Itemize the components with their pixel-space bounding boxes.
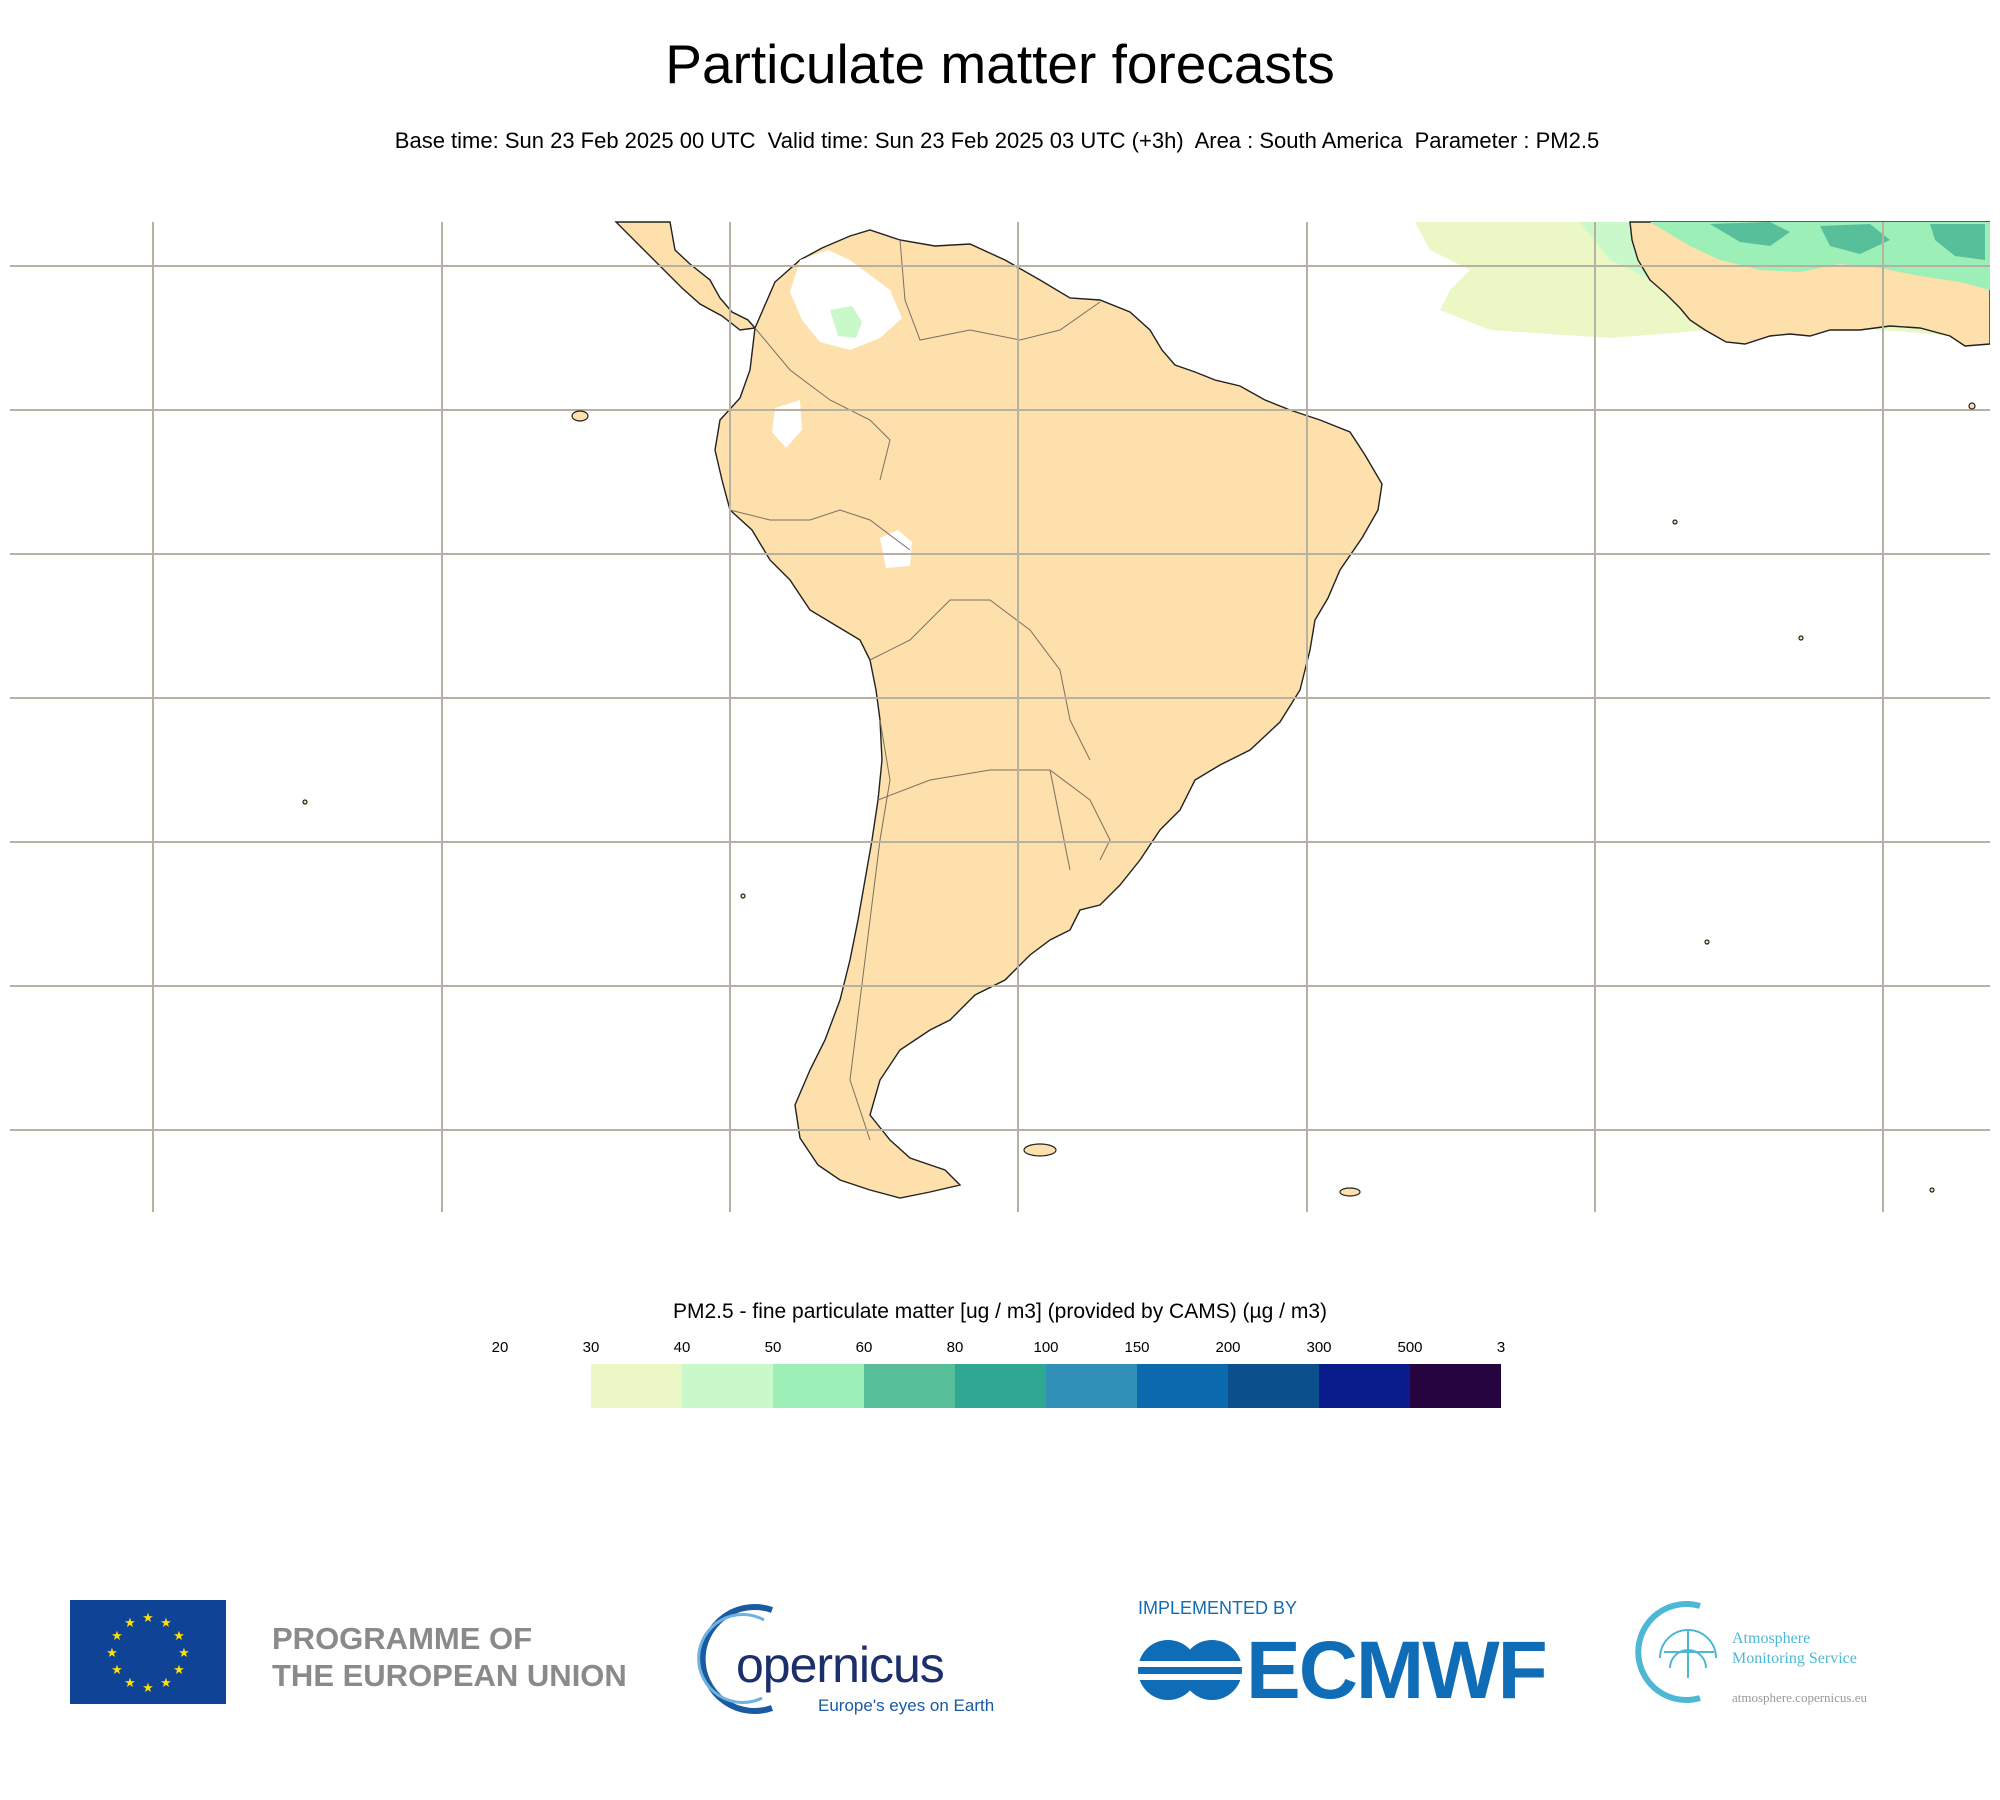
- legend-tick-label: 500: [1397, 1339, 1422, 1356]
- copernicus-swirl-icon: [697, 1604, 773, 1714]
- legend-title: PM2.5 - fine particulate matter [ug / m3…: [673, 1300, 1327, 1323]
- copernicus-tagline: Europe's eyes on Earth: [818, 1696, 995, 1715]
- legend-color-swatch: [773, 1364, 864, 1408]
- andes-colombia-green: [830, 306, 862, 338]
- svg-text:★: ★: [173, 1663, 185, 1678]
- svg-text:★: ★: [160, 1616, 172, 1631]
- legend-color-swatch: [955, 1364, 1046, 1408]
- eu-line-2: THE EUROPEAN UNION: [272, 1658, 627, 1693]
- legend-color-swatch: [864, 1364, 955, 1408]
- eu-stars-icon: ★ ★★ ★★★ ★★★ ★★★: [106, 1611, 190, 1696]
- legend-tick-label: 30: [583, 1339, 600, 1356]
- ams-logo: Atmosphere Monitoring Service atmosphere…: [1630, 1598, 1930, 1718]
- svg-text:★: ★: [142, 1681, 154, 1696]
- andes-colombia-clean: [790, 250, 902, 350]
- svg-text:★: ★: [106, 1646, 118, 1661]
- area-label: Area : South America: [1194, 128, 1403, 153]
- legend-color-swatch: [682, 1364, 773, 1408]
- ecmwf-symbol-icon: [1138, 1640, 1242, 1700]
- copernicus-logo: opernicus Europe's eyes on Earth: [692, 1598, 1012, 1718]
- legend-tick-label: 100: [1033, 1339, 1058, 1356]
- ams-globe-icon: [1635, 1601, 1717, 1703]
- page-title: Particulate matter forecasts: [665, 33, 1335, 95]
- legend-color-swatch: [591, 1364, 682, 1408]
- legend-tick-label: 60: [856, 1339, 873, 1356]
- color-legend: 20 30 40 50 60 80 100 150 200 300 500 3: [492, 1339, 1505, 1408]
- africa-plume-teal: [1710, 222, 1985, 260]
- svg-text:★: ★: [124, 1616, 136, 1631]
- svg-text:★: ★: [111, 1629, 123, 1644]
- legend-tick-label: 50: [765, 1339, 782, 1356]
- svg-text:★: ★: [173, 1629, 185, 1644]
- svg-text:★: ★: [160, 1676, 172, 1691]
- legend-tick-label: 3: [1497, 1339, 1505, 1356]
- islands: [302, 402, 1976, 1197]
- legend-tick-label: 150: [1124, 1339, 1149, 1356]
- central-america: [614, 221, 757, 331]
- copernicus-wordmark: opernicus: [736, 1637, 945, 1693]
- forecast-info: Base time: Sun 23 Feb 2025 00 UTC Valid …: [0, 128, 2000, 154]
- legend-color-swatch: [1410, 1364, 1501, 1408]
- ams-url: atmosphere.copernicus.eu: [1732, 1690, 1868, 1705]
- graticule: [10, 222, 1990, 1212]
- ecmwf-logo: ECMWF: [1138, 1625, 1558, 1716]
- svg-text:★: ★: [124, 1676, 136, 1691]
- svg-text:★: ★: [178, 1646, 190, 1661]
- forecast-map: [10, 221, 1990, 1212]
- valid-time: Valid time: Sun 23 Feb 2025 03 UTC (+3h): [767, 128, 1184, 153]
- amazon-clean: [880, 530, 912, 568]
- svg-text:★: ★: [111, 1663, 123, 1678]
- legend-color-swatch: [1137, 1364, 1228, 1408]
- eu-flag-logo: ★ ★ ★ ★ ★ ★ ★ ★ ★ ★ ★ ★: [70, 1600, 226, 1704]
- ecuador-clean: [772, 400, 802, 448]
- legend-color-swatch: [1228, 1364, 1319, 1408]
- legend-color-swatch: [1319, 1364, 1410, 1408]
- base-time: Base time: Sun 23 Feb 2025 00 UTC: [394, 128, 756, 153]
- legend-tick-label: 200: [1215, 1339, 1240, 1356]
- legend-tick-label: 40: [674, 1339, 691, 1356]
- ams-title-line-2: Monitoring Service: [1732, 1650, 1857, 1667]
- legend-tick-label: 20: [492, 1339, 509, 1356]
- legend-tick-label: 80: [947, 1339, 964, 1356]
- ecmwf-wordmark: ECMWF: [1246, 1625, 1548, 1716]
- eu-programme-text: PROGRAMME OF THE EUROPEAN UNION: [272, 1620, 627, 1694]
- implemented-by-label: IMPLEMENTED BY: [1138, 1598, 1298, 1618]
- legend-tick-label: 300: [1306, 1339, 1331, 1356]
- svg-text:★: ★: [142, 1611, 154, 1626]
- footer-logos: ★ ★ ★ ★ ★ ★ ★ ★ ★ ★ ★ ★ PROGRAMME OF THE EUROPEA…: [0, 1590, 2000, 1740]
- legend-color-swatch: [1046, 1364, 1137, 1408]
- eu-line-1: PROGRAMME OF: [272, 1621, 533, 1656]
- parameter-label: Parameter : PM2.5: [1414, 128, 1600, 153]
- south-america-landmass: [714, 229, 1383, 1199]
- ams-title-line-1: Atmosphere: [1732, 1630, 1811, 1647]
